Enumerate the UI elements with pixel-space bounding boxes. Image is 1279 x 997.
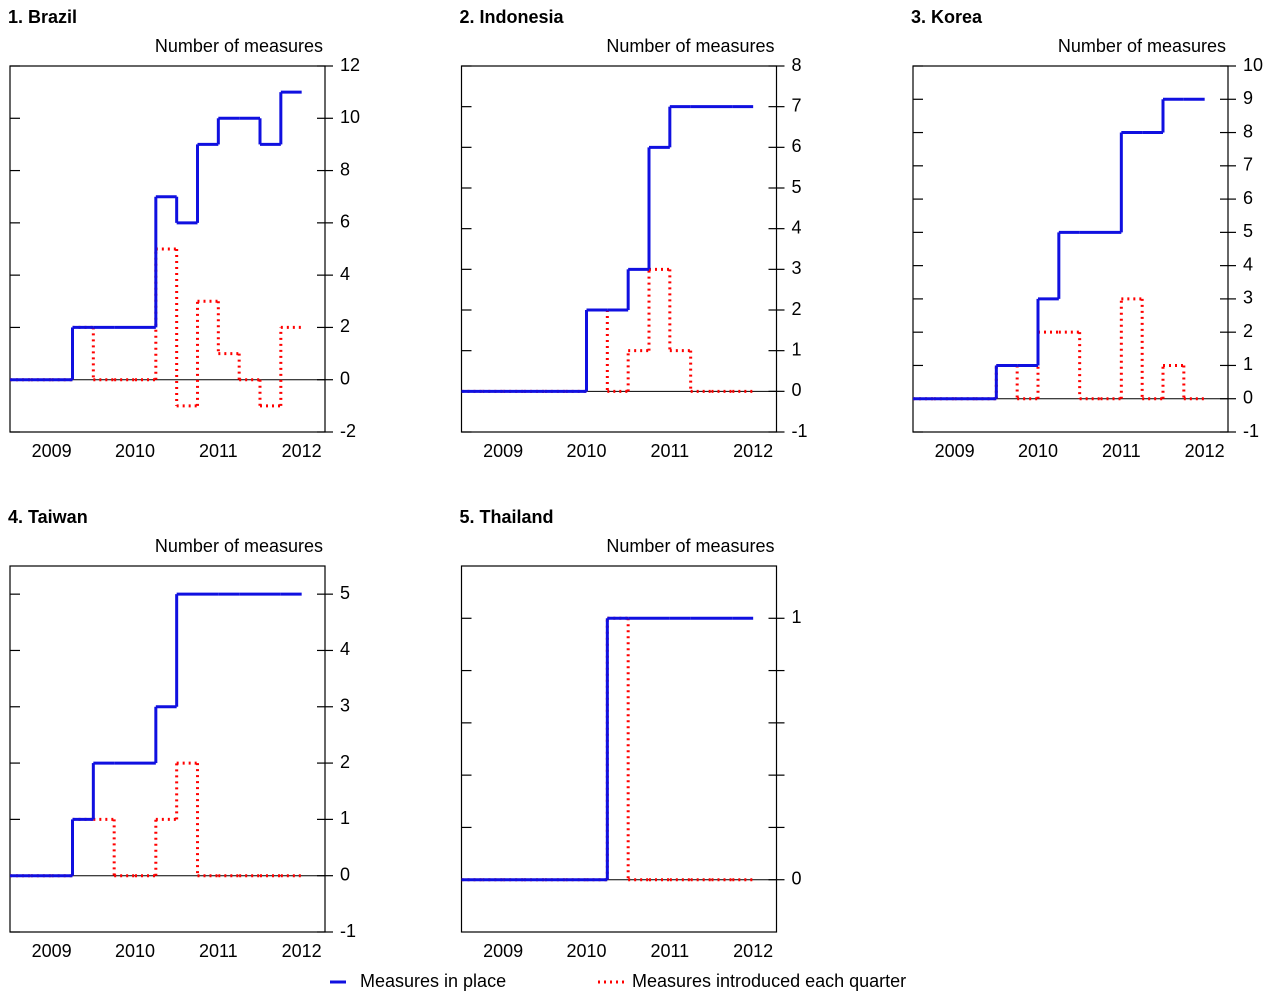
x-tick-label: 2009 xyxy=(32,941,72,961)
panel-title: 1. Brazil xyxy=(8,7,77,27)
y-tick-label: 10 xyxy=(1243,55,1263,75)
x-tick-label: 2010 xyxy=(1018,441,1058,461)
y-tick-label: 6 xyxy=(340,212,350,232)
y-tick-label: 0 xyxy=(792,380,802,400)
y-tick-label: 8 xyxy=(1243,121,1253,141)
x-tick-label: 2009 xyxy=(32,441,72,461)
x-tick-label: 2011 xyxy=(199,441,238,461)
x-tick-label: 2011 xyxy=(1102,441,1141,461)
x-tick-label: 2012 xyxy=(282,941,322,961)
x-tick-label: 2012 xyxy=(733,941,773,961)
y-tick-label: 0 xyxy=(792,868,802,888)
y-tick-label: 4 xyxy=(792,217,802,237)
y-tick-label: 6 xyxy=(792,136,802,156)
x-tick-label: 2010 xyxy=(115,941,155,961)
y-tick-label: 5 xyxy=(340,583,350,603)
y-tick-label: 7 xyxy=(792,95,802,115)
y-axis-label: Number of measures xyxy=(606,36,774,56)
y-tick-label: 4 xyxy=(1243,254,1253,274)
x-tick-label: 2010 xyxy=(566,441,606,461)
y-tick-label: -2 xyxy=(340,421,356,441)
legend-label: Measures in place xyxy=(360,971,506,991)
y-tick-label: 6 xyxy=(1243,188,1253,208)
panel-title: 4. Taiwan xyxy=(8,507,88,527)
x-tick-label: 2009 xyxy=(483,441,523,461)
x-tick-label: 2010 xyxy=(566,941,606,961)
x-tick-label: 2009 xyxy=(935,441,975,461)
y-tick-label: -1 xyxy=(340,921,356,941)
y-tick-label: 2 xyxy=(1243,321,1253,341)
y-tick-label: 12 xyxy=(340,55,360,75)
y-tick-label: 1 xyxy=(792,339,802,359)
x-tick-label: 2012 xyxy=(1185,441,1225,461)
plot-frame xyxy=(460,565,778,933)
y-tick-label: -1 xyxy=(1243,421,1259,441)
x-tick-label: 2011 xyxy=(650,941,689,961)
x-tick-label: 2010 xyxy=(115,441,155,461)
plot-frame xyxy=(912,65,1229,433)
y-tick-label: 1 xyxy=(340,808,350,828)
y-tick-label: 4 xyxy=(340,264,350,284)
y-tick-label: 0 xyxy=(1243,387,1253,407)
y-tick-label: 7 xyxy=(1243,155,1253,175)
x-tick-label: 2009 xyxy=(483,941,523,961)
y-tick-label: 5 xyxy=(792,177,802,197)
panel-title: 5. Thailand xyxy=(460,507,554,527)
y-tick-label: 2 xyxy=(340,316,350,336)
x-tick-label: 2011 xyxy=(199,941,238,961)
y-tick-label: 3 xyxy=(340,696,350,716)
y-tick-label: 1 xyxy=(1243,354,1253,374)
plot-frame xyxy=(9,65,326,433)
y-axis-label: Number of measures xyxy=(1058,36,1226,56)
x-tick-label: 2012 xyxy=(282,441,322,461)
y-tick-label: -1 xyxy=(792,421,808,441)
y-tick-label: 2 xyxy=(792,299,802,319)
y-axis-label: Number of measures xyxy=(155,36,323,56)
y-tick-label: 10 xyxy=(340,107,360,127)
legend-label: Measures introduced each quarter xyxy=(632,971,906,991)
y-tick-label: 0 xyxy=(340,864,350,884)
plot-frame xyxy=(460,65,778,433)
y-axis-label: Number of measures xyxy=(606,536,774,556)
y-axis-label: Number of measures xyxy=(155,536,323,556)
y-tick-label: 0 xyxy=(340,368,350,388)
x-tick-label: 2012 xyxy=(733,441,773,461)
plot-frame xyxy=(9,565,326,933)
panel-title: 2. Indonesia xyxy=(460,7,565,27)
y-tick-label: 8 xyxy=(340,159,350,179)
y-tick-label: 3 xyxy=(1243,288,1253,308)
y-tick-label: 1 xyxy=(792,607,802,627)
panel-title: 3. Korea xyxy=(911,7,983,27)
y-tick-label: 2 xyxy=(340,752,350,772)
y-tick-label: 5 xyxy=(1243,221,1253,241)
y-tick-label: 3 xyxy=(792,258,802,278)
y-tick-label: 8 xyxy=(792,55,802,75)
y-tick-label: 9 xyxy=(1243,88,1253,108)
x-tick-label: 2011 xyxy=(650,441,689,461)
y-tick-label: 4 xyxy=(340,639,350,659)
